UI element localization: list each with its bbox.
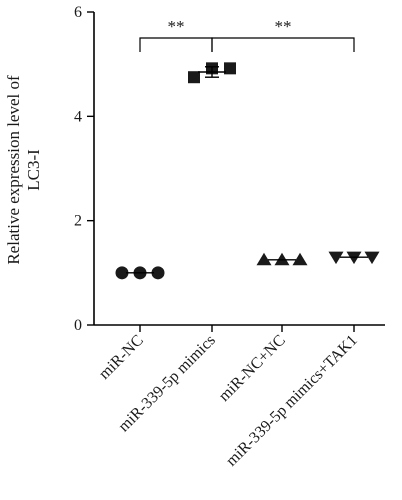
x-category-label: miR-NC+NC	[216, 332, 289, 405]
y-axis-label-line-2: LC3-I	[24, 149, 43, 191]
data-point-triangle-up	[256, 252, 272, 266]
data-points	[115, 62, 380, 280]
significance-bracket	[139, 37, 213, 52]
data-point-triangle-up	[292, 252, 308, 266]
significance-label: **	[275, 17, 292, 36]
y-axis-label-line-1: Relative expression level of	[4, 75, 23, 265]
data-point-triangle-up	[274, 252, 290, 266]
data-point-square	[188, 71, 200, 84]
significance-annotations: ** **	[139, 17, 355, 52]
y-axis: 0 2 4 6	[74, 4, 95, 334]
y-tick-label: 2	[74, 213, 82, 230]
significance-label: **	[168, 17, 185, 36]
x-category-label: miR-NC	[96, 332, 147, 383]
data-point-circle	[151, 266, 165, 280]
data-point-circle	[115, 266, 129, 280]
significance-bracket	[211, 37, 355, 52]
y-tick-label: 0	[74, 317, 82, 334]
data-point-triangle-down	[364, 251, 380, 265]
data-point-square	[224, 62, 236, 75]
data-point-triangle-down	[328, 251, 344, 265]
x-category-label: miR-339-5p mimics+TAK1	[223, 332, 361, 470]
data-point-triangle-down	[346, 251, 362, 265]
y-tick-label: 4	[74, 108, 82, 125]
y-tick-label: 6	[74, 4, 82, 21]
